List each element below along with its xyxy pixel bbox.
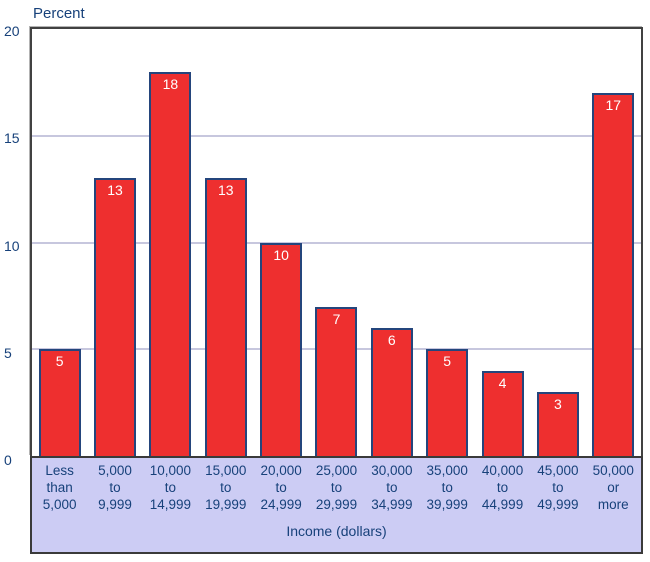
category-label: 25,000 to 29,999 xyxy=(309,462,364,513)
y-tick-label-15: 15 xyxy=(4,130,20,147)
bar-value-label: 4 xyxy=(498,374,507,391)
category-label: 45,000 to 49,999 xyxy=(530,462,585,513)
bar-slot: 5 xyxy=(32,29,87,456)
category-label-line: 35,000 xyxy=(426,463,468,478)
category-label: 30,000 to 34,999 xyxy=(364,462,419,513)
bar-slot: 10 xyxy=(253,29,308,456)
category-label-line: 49,999 xyxy=(537,497,579,512)
category-label: 10,000 to 14,999 xyxy=(143,462,198,513)
gridline-10 xyxy=(32,241,641,244)
bars: 5 13 18 13 10 7 6 5 4 3 17 xyxy=(32,29,641,456)
category-label-line: or xyxy=(607,480,620,495)
bar-slot: 17 xyxy=(586,29,641,456)
y-tick-label-5: 5 xyxy=(4,344,12,361)
category-label-line: 50,000 xyxy=(592,463,634,478)
category-label-line: to xyxy=(496,480,509,495)
bar-slot: 5 xyxy=(420,29,475,456)
category-label-line: 29,999 xyxy=(315,497,358,512)
bar-slot: 7 xyxy=(309,29,364,456)
bar-slot: 13 xyxy=(198,29,253,456)
category-label-line: to xyxy=(330,480,343,495)
plot-area: 5 13 18 13 10 7 6 5 4 3 17 xyxy=(30,27,643,456)
category-labels: Less than 5,000 5,000 to 9,999 10,000 to 14,999 1… xyxy=(32,458,641,513)
category-label-line: 39,999 xyxy=(426,497,468,512)
bar: 10 xyxy=(260,242,303,456)
bar-value-label: 5 xyxy=(443,353,452,370)
category-label-line: 10,000 xyxy=(149,463,192,478)
bar: 13 xyxy=(94,178,137,456)
category-label-line: 40,000 xyxy=(481,463,524,478)
category-label: 20,000 to 24,999 xyxy=(253,462,308,513)
bar-slot: 4 xyxy=(475,29,530,456)
y-tick-label-20: 20 xyxy=(4,23,20,39)
category-label-line: 44,999 xyxy=(481,497,524,512)
category-label-line: 34,999 xyxy=(371,497,413,512)
gridline-15 xyxy=(32,134,641,137)
y-tick-label-0: 0 xyxy=(4,452,12,468)
category-label-line: Less xyxy=(45,463,74,478)
category-label-line: to xyxy=(552,480,564,495)
category-label: 15,000 to 19,999 xyxy=(198,462,253,513)
category-label-line: 30,000 xyxy=(371,463,413,478)
bar: 5 xyxy=(38,349,81,456)
bar-slot: 13 xyxy=(87,29,142,456)
category-label-line: 19,999 xyxy=(205,497,247,512)
category-label-line: 14,999 xyxy=(149,497,192,512)
category-label-line: to xyxy=(164,480,177,495)
category-label-line: to xyxy=(109,480,121,495)
category-label-line: to xyxy=(386,480,398,495)
bar: 3 xyxy=(536,391,579,456)
bar-value-label: 10 xyxy=(273,246,289,263)
bar-value-label: 18 xyxy=(162,75,179,92)
bar-value-label: 6 xyxy=(387,331,396,348)
bar: 18 xyxy=(149,71,192,456)
category-label-line: 5,000 xyxy=(98,463,132,478)
category-label-line: 45,000 xyxy=(537,463,579,478)
bar: 7 xyxy=(315,306,358,456)
category-label: Less than 5,000 xyxy=(32,462,87,513)
category-label: 35,000 to 39,999 xyxy=(420,462,475,513)
bar-slot: 6 xyxy=(364,29,419,456)
category-label-line: 20,000 xyxy=(260,463,302,478)
bar: 4 xyxy=(481,370,524,456)
category-label-line: 15,000 xyxy=(205,463,247,478)
bar-slot: 3 xyxy=(530,29,585,456)
category-label-line: to xyxy=(275,480,287,495)
category-label-line: to xyxy=(220,480,232,495)
bar: 13 xyxy=(204,178,247,456)
x-axis-band: Less than 5,000 5,000 to 9,999 10,000 to 14,999 1… xyxy=(30,456,643,554)
category-label: 50,000 or more xyxy=(586,462,641,513)
bar: 17 xyxy=(592,93,635,456)
y-tick-label-10: 10 xyxy=(4,237,20,254)
category-label: 40,000 to 44,999 xyxy=(475,462,530,513)
category-label-line: than xyxy=(46,480,73,495)
y-axis-title: Percent xyxy=(33,5,85,22)
bar-value-label: 17 xyxy=(605,97,622,114)
category-label-line: 25,000 xyxy=(315,463,358,478)
bar-slot: 18 xyxy=(143,29,198,456)
bar-value-label: 3 xyxy=(554,395,562,412)
bar-value-label: 5 xyxy=(55,353,64,370)
bar-value-label: 7 xyxy=(332,310,341,327)
bar-value-label: 13 xyxy=(217,182,234,199)
plot-inner: 5 13 18 13 10 7 6 5 4 3 17 xyxy=(32,29,641,456)
category-label-line: 9,999 xyxy=(98,497,132,512)
category-label-line: 5,000 xyxy=(42,497,77,512)
category-label-line: to xyxy=(441,480,453,495)
x-axis-title: Income (dollars) xyxy=(286,523,387,539)
category-label-line: more xyxy=(597,497,629,512)
bar: 6 xyxy=(370,327,413,456)
category-label: 5,000 to 9,999 xyxy=(87,462,142,513)
category-label-line: 24,999 xyxy=(260,497,302,512)
bar-value-label: 13 xyxy=(107,182,123,199)
bar: 5 xyxy=(426,349,469,456)
